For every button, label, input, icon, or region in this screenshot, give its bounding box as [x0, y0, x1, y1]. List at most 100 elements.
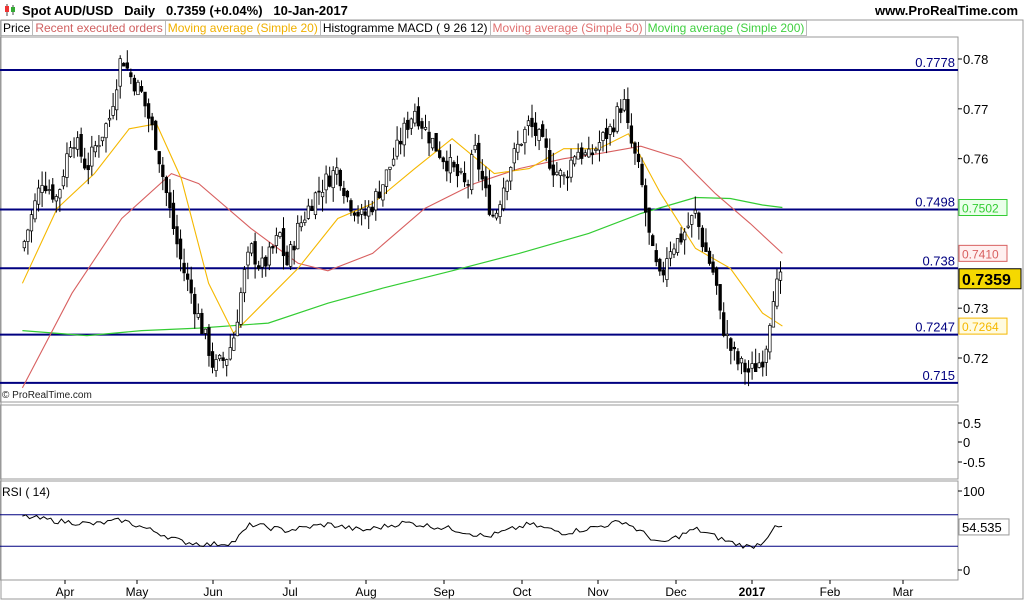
candle-body [182, 262, 186, 274]
candle-body [193, 293, 197, 315]
candle-body [225, 359, 229, 366]
candle-body [61, 176, 66, 187]
candle-body [441, 157, 445, 163]
candle-body [44, 185, 48, 192]
candle-body [217, 354, 222, 360]
candle-body [580, 147, 584, 159]
x-tick-label: Oct [513, 585, 532, 599]
value-badge-label: 0.7359 [962, 272, 1011, 289]
candle-body [707, 250, 712, 264]
candle-body [516, 143, 520, 153]
legend-item[interactable]: Moving average (Simple 20) [164, 20, 321, 36]
candle-body [349, 200, 353, 212]
price-panel-frame [0, 36, 959, 403]
candle-body [768, 325, 772, 353]
candle-body [718, 284, 722, 311]
candle-body [324, 173, 328, 191]
candle-body [111, 106, 115, 116]
candle-body [342, 187, 346, 197]
candle-body [271, 246, 275, 249]
x-tick-label: Nov [587, 585, 608, 599]
candle-body [480, 170, 484, 180]
candle-body [519, 143, 524, 146]
candle-body [569, 159, 573, 178]
rsi-value-badge [958, 518, 1010, 536]
candle-body [729, 338, 733, 351]
candle-body [629, 125, 634, 144]
candle-body [462, 172, 467, 183]
candle-body [232, 337, 236, 351]
candle-body [604, 127, 609, 139]
candle-body [455, 164, 460, 177]
candle-body [221, 357, 225, 361]
candle-body [303, 219, 307, 223]
candle-body [235, 321, 240, 337]
candle-body [764, 348, 768, 363]
candle-body [306, 205, 311, 219]
candle-body [388, 166, 392, 170]
candle-body [587, 148, 591, 158]
candle-body [590, 152, 595, 156]
candle-body [505, 180, 509, 192]
candle-body [409, 118, 413, 129]
candle-body [750, 363, 754, 369]
candle-body [83, 158, 87, 169]
candle-body [757, 362, 761, 368]
candle-body [171, 202, 176, 229]
candle-body [22, 241, 27, 249]
candle-body [541, 124, 545, 137]
candle-body [775, 278, 779, 307]
outer-frame [0, 19, 1024, 600]
candle-body [477, 142, 481, 170]
value-badge [958, 317, 1008, 335]
candle-body [143, 91, 147, 107]
candle-body [29, 214, 34, 232]
candle-body [51, 184, 55, 200]
legend-item[interactable]: Histogramme MACD ( 9 26 12) [319, 20, 491, 36]
candle-body [572, 156, 577, 165]
candle-body [381, 184, 385, 201]
value-badge [958, 244, 1008, 262]
candle-body [281, 228, 286, 257]
candle-body [345, 190, 350, 198]
candle-body [484, 176, 488, 189]
ma50-line [21, 145, 783, 389]
candle-body [161, 164, 165, 177]
candle-body [246, 251, 250, 266]
candle-body [498, 204, 502, 217]
rsi-value-label: 54.535 [962, 520, 1002, 535]
value-badge-label: 0.7410 [962, 247, 999, 261]
candle-body [68, 147, 73, 157]
indicator-legend: Price Recent executed orders Moving averag… [0, 20, 808, 36]
candle-body [487, 184, 492, 215]
candle-body [104, 123, 108, 139]
candle-body [583, 152, 587, 156]
candle-body [136, 81, 140, 96]
candle-body [26, 229, 30, 242]
candle-body [686, 225, 690, 228]
candle-body [40, 185, 44, 193]
candle-body [178, 238, 183, 260]
candle-body [356, 211, 360, 217]
candle-body [189, 279, 193, 294]
candle-body [150, 116, 154, 126]
period-label: Daily [124, 3, 156, 18]
x-tick-label: Dec [665, 585, 686, 599]
change-label: (+0.04%) [209, 3, 263, 18]
candle-body [72, 147, 76, 149]
candle-body [423, 126, 428, 130]
x-tick-label: 2017 [739, 585, 766, 599]
rsi-tick-label: 0 [963, 563, 970, 578]
candle-body [565, 176, 570, 179]
candle-body [771, 301, 776, 328]
candle-body [406, 119, 410, 130]
candle-body [359, 208, 364, 215]
candle-body [249, 243, 254, 254]
candle-body [186, 273, 190, 280]
candle-body [619, 108, 623, 113]
y-tick-label: 0.78 [963, 52, 988, 67]
candle-body [75, 137, 80, 150]
x-tick-label: Feb [820, 585, 841, 599]
candle-body [576, 151, 580, 160]
candle-body [754, 363, 758, 373]
